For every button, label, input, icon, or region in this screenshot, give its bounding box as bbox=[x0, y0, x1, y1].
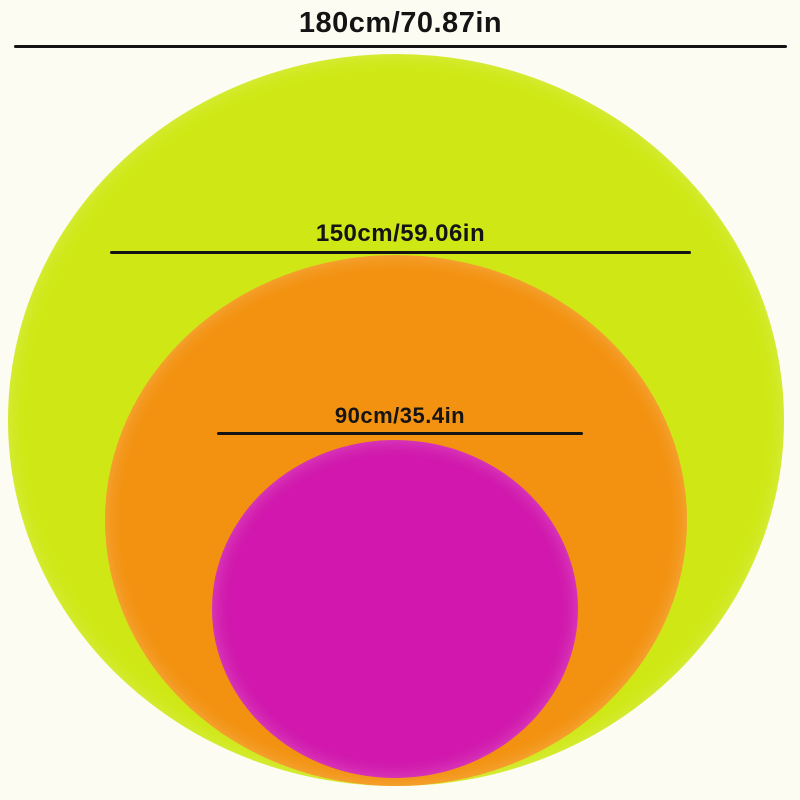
measurement-90cm: 90cm/35.4in bbox=[217, 403, 583, 436]
measure-line-90cm bbox=[217, 432, 583, 436]
label-180cm: 180cm/70.87in bbox=[298, 7, 503, 39]
label-150cm: 150cm/59.06in bbox=[315, 220, 486, 247]
measurement-150cm: 150cm/59.06in bbox=[110, 220, 691, 255]
measure-line-150cm bbox=[110, 251, 691, 255]
measurement-180cm: 180cm/70.87in bbox=[14, 7, 787, 48]
measure-line-180cm bbox=[14, 44, 787, 48]
circle-90cm bbox=[212, 440, 578, 778]
label-90cm: 90cm/35.4in bbox=[334, 403, 466, 428]
